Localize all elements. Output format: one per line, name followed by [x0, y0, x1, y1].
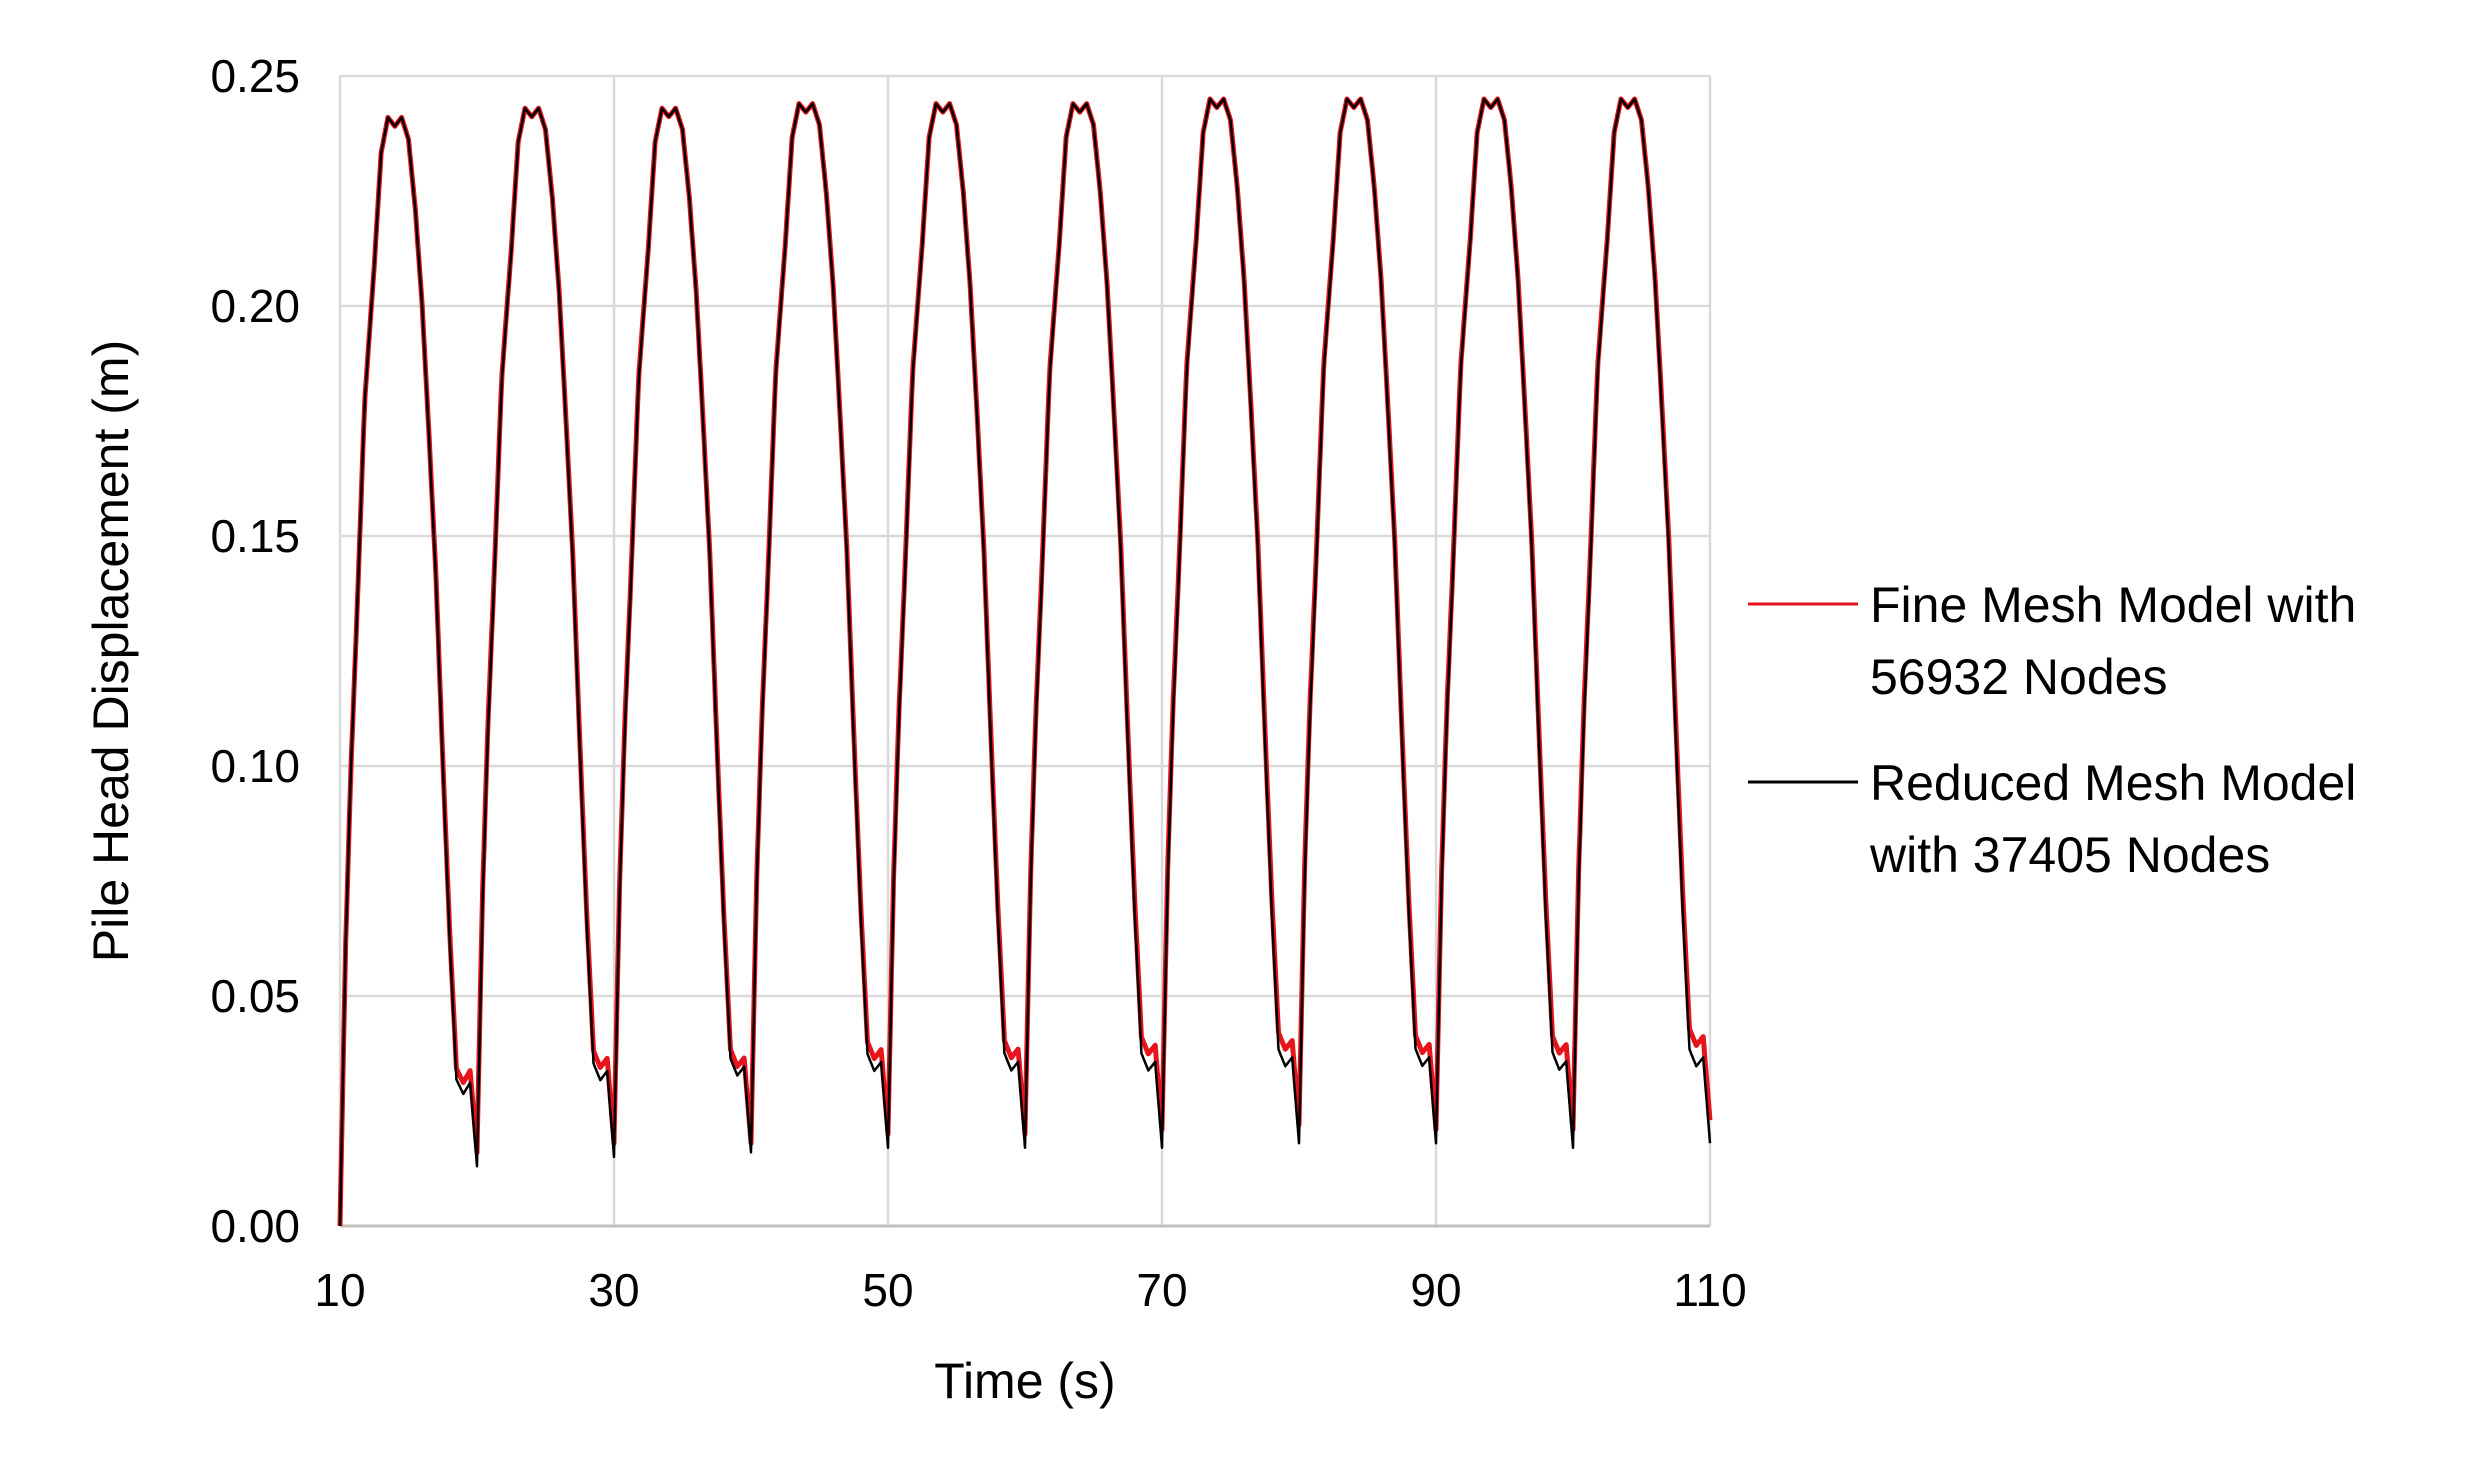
- tick-labels: 10 30 50 70 90 110 0.00 0.05 0.10 0.15 0.20 0.25: [210, 50, 1746, 1316]
- legend-label: 56932 Nodes: [1870, 649, 2167, 705]
- x-tick-label: 50: [862, 1264, 913, 1316]
- x-tick-label: 90: [1410, 1264, 1461, 1316]
- x-tick-label: 110: [1673, 1264, 1746, 1316]
- y-tick-label: 0.25: [210, 50, 300, 102]
- legend: Fine Mesh Model with 56932 Nodes Reduced M…: [1748, 577, 2356, 883]
- y-axis-label: Pile Head Displacement (m): [83, 340, 139, 962]
- legend-label: Fine Mesh Model with: [1870, 577, 2356, 633]
- series-layer: [337, 96, 1713, 1227]
- legend-item: Fine Mesh Model with 56932 Nodes: [1748, 577, 2356, 705]
- y-tick-label: 0.15: [210, 510, 300, 562]
- series-line-fine-mesh: [337, 96, 1713, 1227]
- x-axis-label: Time (s): [934, 1353, 1115, 1409]
- x-tick-label: 70: [1136, 1264, 1187, 1316]
- x-tick-label: 30: [588, 1264, 639, 1316]
- legend-label: with 37405 Nodes: [1869, 827, 2270, 883]
- legend-item: Reduced Mesh Model with 37405 Nodes: [1748, 755, 2356, 883]
- series-line-reduced-mesh: [338, 97, 1712, 1227]
- y-tick-label: 0.10: [210, 740, 300, 792]
- x-tick-label: 10: [314, 1264, 365, 1316]
- legend-label: Reduced Mesh Model: [1870, 755, 2356, 811]
- y-tick-label: 0.05: [210, 970, 300, 1022]
- y-tick-label: 0.00: [210, 1200, 300, 1252]
- y-tick-label: 0.20: [210, 280, 300, 332]
